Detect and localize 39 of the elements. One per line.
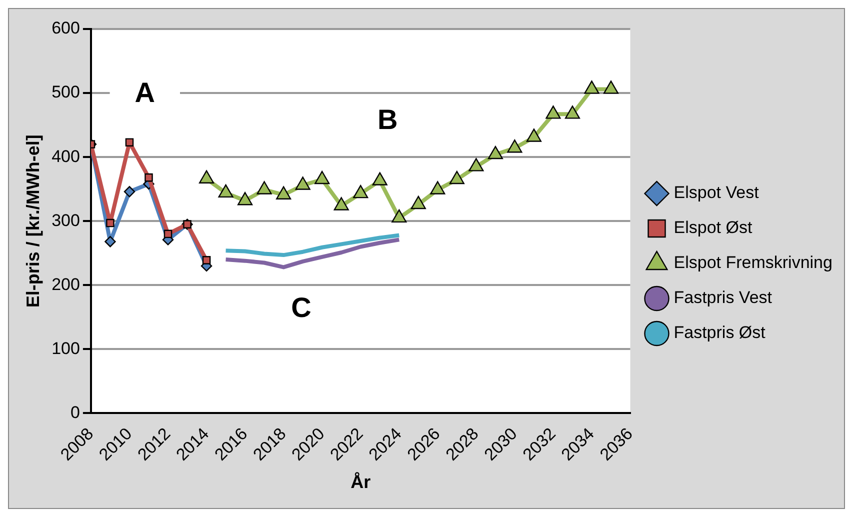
x-axis-title: År [350, 472, 371, 492]
point [584, 80, 600, 94]
y-tick-label: 500 [52, 82, 80, 102]
y-tick-label: 400 [52, 146, 80, 166]
annotation: C [291, 292, 312, 324]
point [507, 140, 522, 153]
point [430, 181, 446, 194]
point [603, 80, 619, 94]
point [314, 170, 330, 184]
point [334, 197, 349, 210]
point [392, 209, 407, 223]
point [372, 172, 388, 186]
y-axis-title: El-pris / [kr./MWh-el] [22, 134, 43, 308]
point [564, 106, 580, 119]
point [488, 146, 503, 160]
point [353, 184, 368, 198]
legend-label: Elspot Vest [674, 183, 760, 202]
point [468, 158, 484, 172]
y-tick-label: 600 [52, 18, 80, 38]
point [449, 170, 464, 184]
y-tick-label: 300 [52, 210, 80, 230]
y-tick-label: 200 [52, 274, 80, 294]
point [546, 106, 561, 119]
point [295, 176, 310, 190]
point [256, 181, 272, 194]
point [238, 192, 253, 206]
legend-label: Elspot Fremskrivning [674, 253, 832, 272]
point [410, 196, 426, 210]
y-tick-label: 100 [52, 338, 80, 358]
point [198, 170, 214, 184]
point [218, 184, 234, 198]
legend-label: Fastpris Vest [674, 288, 772, 308]
point [276, 186, 292, 200]
point [526, 128, 542, 142]
legend-label: Elspot Øst [674, 218, 752, 238]
annotation: A [134, 77, 156, 108]
annotation: B [377, 104, 398, 135]
legend-label: Fastpris Øst [674, 323, 766, 342]
y-tick-label: 0 [70, 402, 80, 422]
